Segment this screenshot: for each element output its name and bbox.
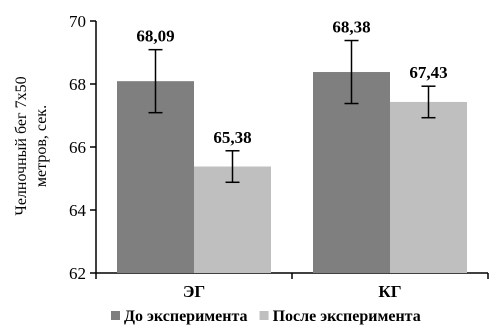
bar bbox=[313, 72, 390, 273]
y-tick-label: 68 bbox=[69, 75, 86, 94]
y-axis-label-line2: метров, сек. bbox=[33, 105, 50, 187]
data-label: 68,38 bbox=[332, 18, 370, 37]
legend-label: До эксперимента bbox=[124, 308, 248, 325]
bar bbox=[390, 101, 467, 273]
y-tick-label: 64 bbox=[69, 201, 87, 220]
y-tick-label: 70 bbox=[69, 12, 86, 31]
legend-swatch bbox=[259, 311, 269, 320]
x-category-label: ЭГ bbox=[183, 282, 205, 301]
y-tick-label: 66 bbox=[69, 138, 86, 157]
data-label: 65,38 bbox=[213, 128, 251, 147]
bar bbox=[194, 166, 271, 273]
legend-label: После эксперимента bbox=[273, 308, 421, 325]
legend-swatch bbox=[111, 311, 120, 320]
legend: До эксперимента После эксперимента bbox=[111, 308, 421, 325]
data-labels: 68,09 65,38 ЭГ 68,38 67,43 КГ bbox=[136, 18, 447, 301]
data-label: 68,09 bbox=[136, 27, 174, 46]
data-label: 67,43 bbox=[409, 63, 447, 82]
x-category-label: КГ bbox=[378, 282, 401, 301]
y-axis-label-line1: Челночный бег 7х50 bbox=[13, 76, 30, 215]
y-axis-label: Челночный бег 7х50 метров, сек. bbox=[13, 76, 50, 215]
y-tick-label: 62 bbox=[69, 264, 86, 283]
bars bbox=[117, 39, 467, 273]
